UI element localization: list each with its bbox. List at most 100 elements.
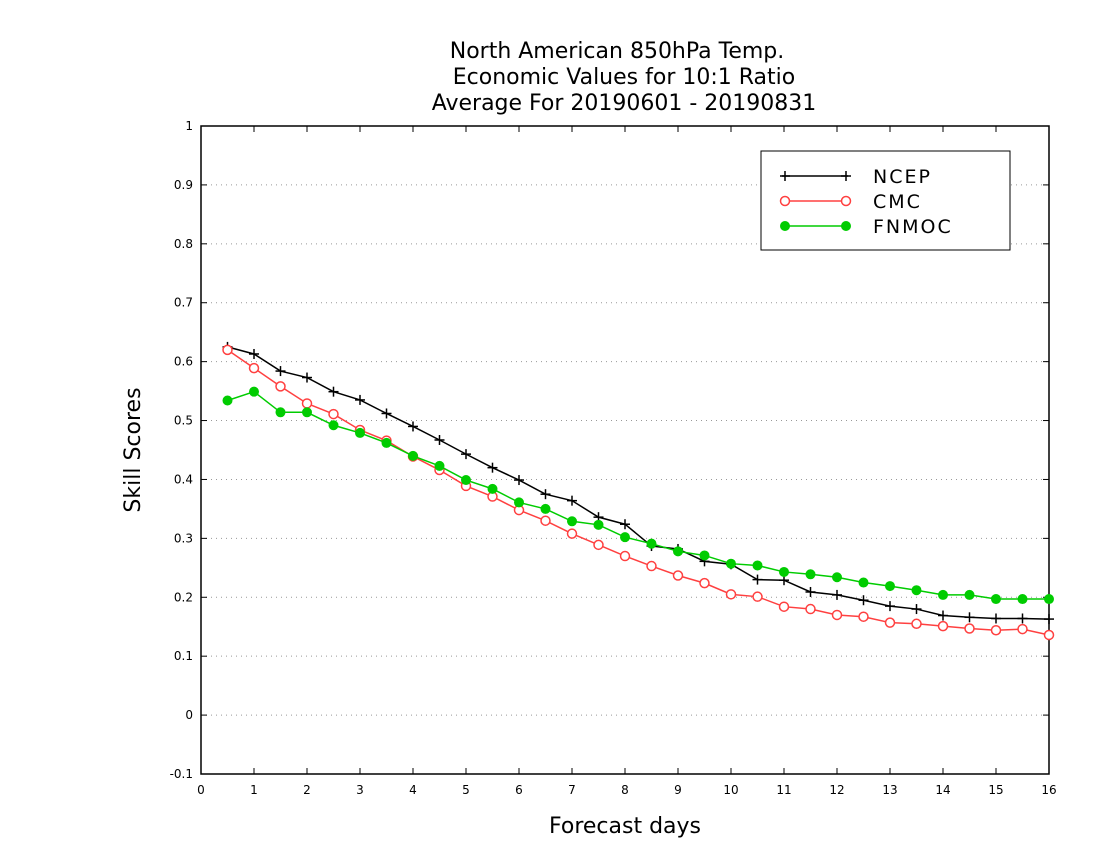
data-point-fnmoc — [646, 538, 657, 549]
data-point-fnmoc — [699, 550, 710, 561]
data-point-cmc — [1017, 623, 1028, 635]
data-point-cmc — [619, 550, 631, 562]
y-tick-label: 0.1 — [174, 649, 193, 663]
data-point-cmc — [752, 591, 763, 602]
data-point-fnmoc — [514, 497, 524, 508]
data-point-fnmoc — [381, 437, 392, 448]
y-tick-label: 0.8 — [174, 237, 193, 251]
data-point-ncep — [461, 449, 471, 460]
legend-marker-cmc — [840, 195, 852, 207]
legend-label-fnmoc: FNMOC — [873, 216, 953, 238]
legend-item-ncep: NCEP — [780, 166, 932, 188]
data-point-fnmoc — [779, 566, 789, 577]
series-line-fnmoc — [227, 390, 1049, 600]
x-tick-label: 5 — [462, 783, 470, 797]
data-point-cmc — [1043, 629, 1055, 641]
y-tick-label: 0.4 — [174, 472, 193, 486]
data-point-fnmoc — [328, 420, 339, 431]
legend-marker-ncep — [780, 171, 790, 181]
data-point-fnmoc — [461, 475, 471, 486]
x-tick-label: 6 — [515, 783, 523, 797]
y-tick-label: 0.2 — [174, 590, 193, 604]
series-ncep — [222, 341, 1054, 625]
data-point-cmc — [831, 609, 843, 621]
data-point-cmc — [672, 570, 684, 581]
title-line-1: North American 850hPa Temp. — [450, 39, 785, 64]
data-point-ncep — [249, 348, 259, 359]
data-point-cmc — [778, 601, 790, 612]
data-point-cmc — [593, 539, 604, 551]
data-point-fnmoc — [487, 483, 498, 494]
data-point-ncep — [752, 574, 763, 585]
data-point-cmc — [911, 618, 922, 630]
y-tick-label: 0.6 — [174, 355, 193, 369]
legend-label-cmc: CMC — [873, 191, 922, 213]
x-tick-label: 1 — [250, 783, 258, 797]
data-point-ncep — [381, 408, 392, 419]
data-point-fnmoc — [567, 516, 577, 527]
data-point-cmc — [805, 603, 816, 615]
y-tick-label: 0.5 — [174, 414, 193, 428]
data-point-cmc — [248, 362, 260, 374]
x-tick-label: 3 — [356, 783, 364, 797]
series-group — [222, 341, 1055, 641]
data-point-fnmoc — [911, 585, 922, 596]
y-tick-label: 0.7 — [174, 296, 193, 310]
data-point-ncep — [1017, 613, 1028, 624]
legend-item-cmc: CMC — [779, 191, 922, 213]
data-point-ncep — [911, 604, 922, 615]
data-point-fnmoc — [593, 519, 604, 530]
x-tick-label: 12 — [829, 783, 844, 797]
data-point-ncep — [434, 434, 445, 445]
x-tick-label: 15 — [988, 783, 1003, 797]
data-point-ncep — [302, 372, 312, 383]
data-point-ncep — [620, 519, 630, 530]
y-axis-label: Skill Scores — [121, 387, 146, 512]
data-point-ncep — [964, 612, 975, 623]
data-point-fnmoc — [275, 407, 286, 418]
data-point-fnmoc — [991, 594, 1001, 605]
data-point-fnmoc — [249, 386, 259, 397]
x-tick-label: 11 — [776, 783, 791, 797]
x-axis: 0 1 2 3 4 5 6 7 8 9 10 11 12 13 14 15 16 — [197, 126, 1057, 797]
data-point-cmc — [328, 408, 339, 420]
y-tick-label: 0.9 — [174, 178, 193, 192]
x-tick-label: 2 — [303, 783, 311, 797]
data-point-ncep — [328, 386, 339, 397]
data-point-cmc — [566, 528, 578, 539]
data-point-ncep — [991, 613, 1001, 624]
grid-lines — [201, 184, 1049, 716]
data-point-ncep — [858, 595, 869, 606]
data-point-cmc — [646, 560, 657, 572]
data-point-ncep — [487, 462, 498, 473]
data-point-cmc — [884, 617, 896, 628]
data-point-fnmoc — [726, 558, 736, 569]
data-point-fnmoc — [832, 572, 842, 583]
x-tick-label: 8 — [621, 783, 629, 797]
data-point-fnmoc — [885, 581, 895, 592]
legend-marker-cmc — [779, 195, 791, 207]
data-point-fnmoc — [355, 427, 365, 438]
legend-label-ncep: NCEP — [873, 166, 932, 188]
data-point-fnmoc — [620, 532, 630, 543]
series-fnmoc — [222, 386, 1054, 605]
data-point-fnmoc — [964, 589, 975, 600]
series-cmc — [222, 344, 1055, 641]
data-point-fnmoc — [938, 589, 948, 600]
x-axis-label: Forecast days — [549, 814, 701, 839]
data-point-ncep — [1044, 614, 1054, 625]
data-point-cmc — [990, 625, 1002, 636]
data-point-ncep — [938, 610, 948, 621]
y-tick-label: -0.1 — [170, 767, 193, 781]
x-tick-label: 9 — [674, 783, 682, 797]
y-axis: -0.1 0 0.1 0.2 0.3 0.4 0.5 0.6 0.7 0.8 0.9 1 — [170, 119, 1049, 781]
y-tick-label: 1 — [185, 119, 193, 133]
data-point-cmc — [725, 589, 737, 600]
data-point-fnmoc — [805, 569, 816, 580]
data-point-ncep — [408, 421, 418, 432]
x-tick-label: 13 — [882, 783, 897, 797]
chart-title: North American 850hPa Temp. Economic Val… — [432, 39, 817, 116]
data-point-ncep — [275, 366, 286, 377]
data-point-ncep — [514, 475, 524, 486]
